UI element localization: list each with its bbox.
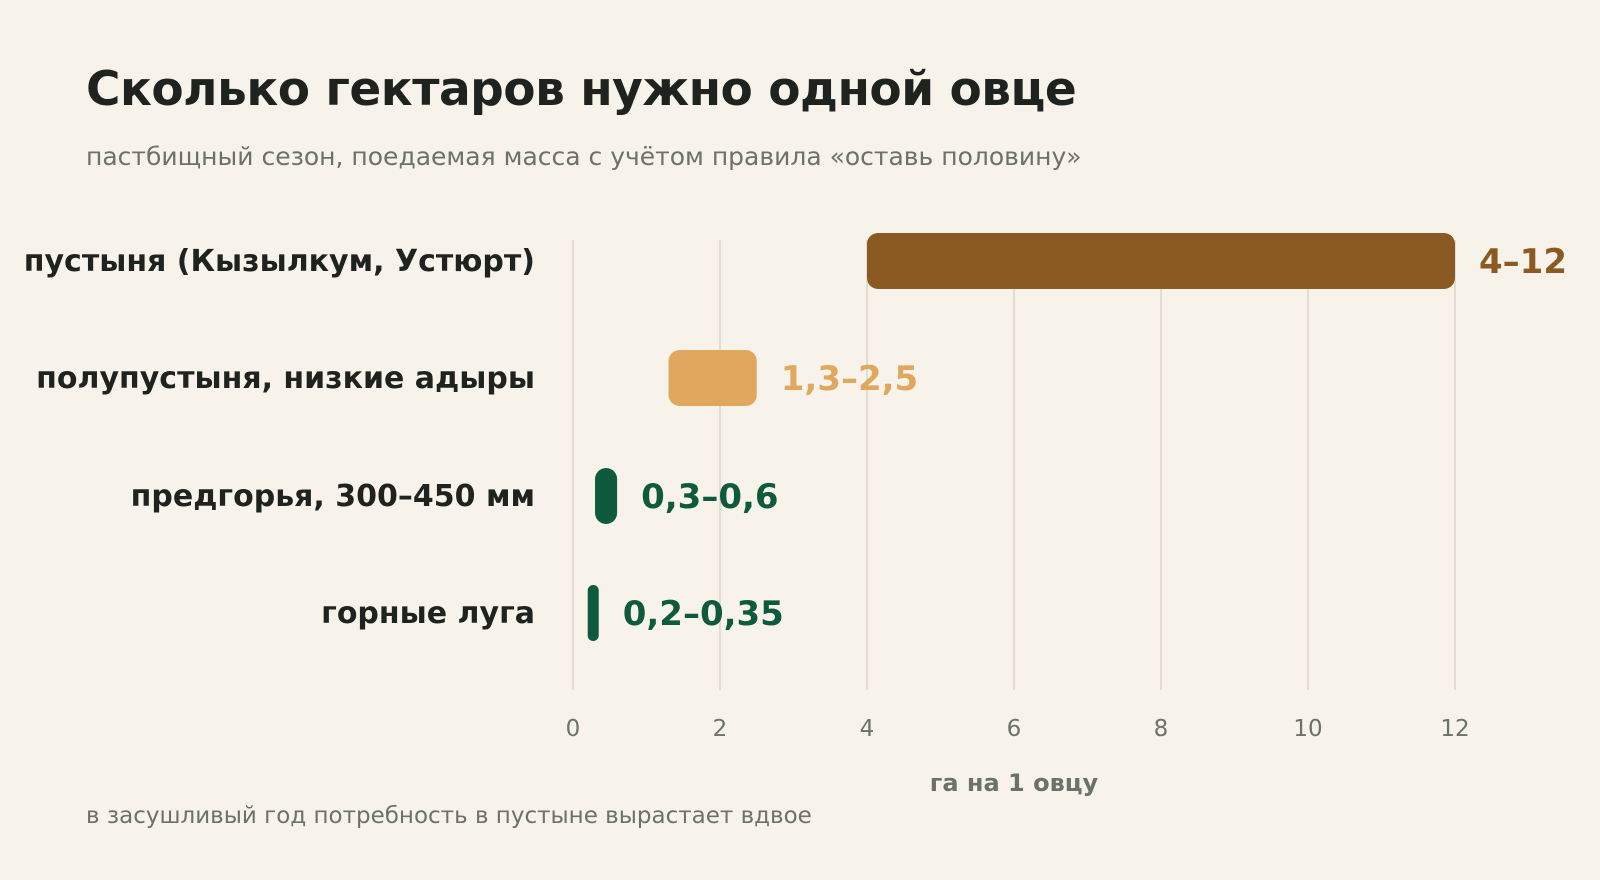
chart-subtitle: пастбищный сезон, поедаемая масса с учёт… xyxy=(86,142,1082,171)
bar xyxy=(595,468,618,524)
bars xyxy=(587,233,1455,641)
value-label: 0,3–0,6 xyxy=(641,477,778,517)
category-label: горные луга xyxy=(321,596,535,631)
category-labels: пустыня (Кызылкум, Устюрт) полупустыня, н… xyxy=(24,244,535,631)
bar xyxy=(867,233,1455,289)
x-tick-label: 0 xyxy=(566,716,581,742)
x-tick-label: 2 xyxy=(713,716,728,742)
gridlines xyxy=(572,240,1456,690)
category-label: пустыня (Кызылкум, Устюрт) xyxy=(24,244,535,279)
x-tick-label: 4 xyxy=(860,716,875,742)
x-tick-label: 10 xyxy=(1293,716,1322,742)
value-label: 4–12 xyxy=(1479,242,1567,282)
x-axis-title: га на 1 овцу xyxy=(930,769,1099,797)
value-labels: 4–12 1,3–2,5 0,3–0,6 0,2–0,35 xyxy=(623,242,1567,634)
x-tick-label: 12 xyxy=(1440,716,1469,742)
bar xyxy=(668,350,757,406)
x-tick-label: 8 xyxy=(1154,716,1169,742)
footnote: в засушливый год потребность в пустыне в… xyxy=(86,803,812,829)
category-label: предгорья, 300–450 мм xyxy=(131,479,535,514)
value-label: 1,3–2,5 xyxy=(781,359,918,399)
x-axis-ticks: 0 2 4 6 8 10 12 xyxy=(566,716,1470,742)
x-tick-label: 6 xyxy=(1007,716,1022,742)
chart-title: Сколько гектаров нужно одной овце xyxy=(86,62,1077,117)
category-label: полупустыня, низкие адыры xyxy=(36,361,535,396)
bar xyxy=(587,585,599,641)
value-label: 0,2–0,35 xyxy=(623,594,784,634)
